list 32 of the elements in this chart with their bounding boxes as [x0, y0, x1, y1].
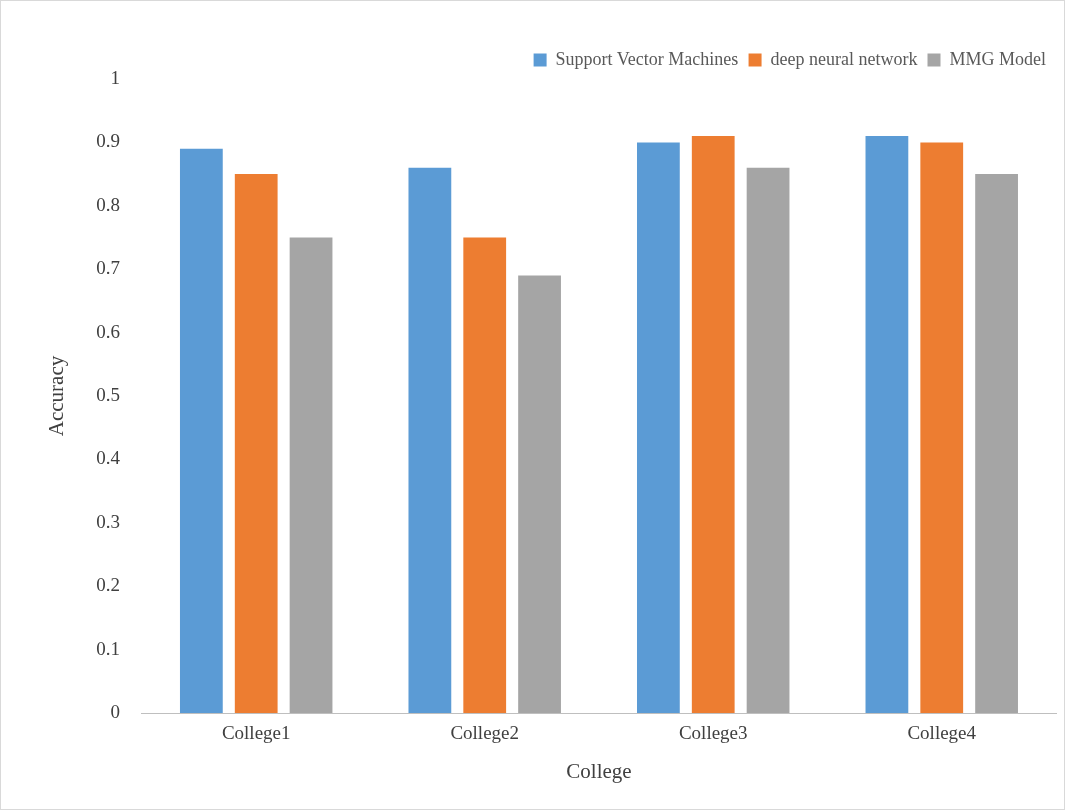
- x-tick-label: College1: [221, 722, 291, 744]
- y-tick-label: 0: [110, 700, 120, 722]
- bar: [234, 174, 278, 713]
- y-axis-title: Accuracy: [44, 355, 69, 437]
- legend-label: Support Vector Machines: [555, 48, 739, 69]
- legend-label: deep neural network: [770, 48, 918, 69]
- x-tick-label: College2: [450, 722, 520, 744]
- legend-label: MMG Model: [949, 48, 1047, 69]
- bar: [691, 136, 735, 713]
- bar: [975, 174, 1018, 713]
- y-tick-label: 1: [110, 66, 120, 88]
- bar: [408, 167, 452, 713]
- bar: [463, 237, 507, 713]
- bar: [289, 237, 333, 713]
- y-tick-label: 0.9: [96, 130, 120, 152]
- y-tick-label: 0.8: [96, 193, 120, 215]
- y-tick-label: 0.6: [96, 320, 120, 342]
- x-axis-title: College: [566, 758, 632, 783]
- bar: [746, 167, 790, 713]
- bar: [637, 142, 680, 713]
- bar: [920, 142, 964, 713]
- y-tick-label: 0.4: [96, 447, 121, 469]
- x-tick-label: College3: [678, 722, 748, 744]
- y-tick-label: 0.2: [96, 574, 120, 596]
- x-tick-label: College4: [907, 722, 977, 744]
- y-tick-label: 0.3: [96, 510, 120, 532]
- bar: [179, 148, 223, 713]
- y-tick-label: 0.5: [96, 383, 120, 405]
- bar: [865, 136, 909, 713]
- bar: [518, 275, 561, 713]
- y-tick-label: 0.7: [96, 257, 120, 279]
- y-tick-label: 0.1: [96, 637, 120, 659]
